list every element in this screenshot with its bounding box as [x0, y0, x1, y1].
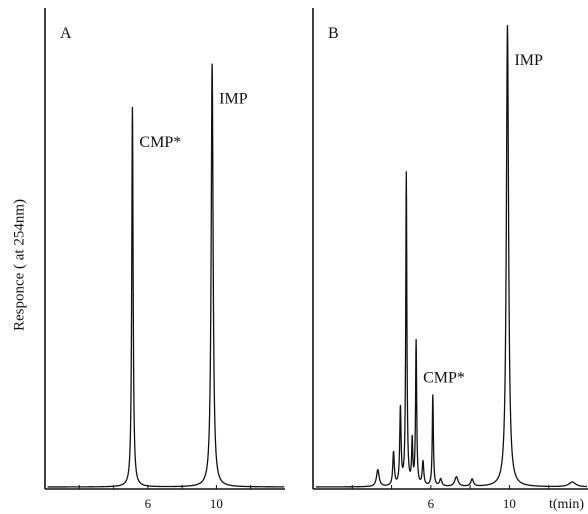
- chromatogram-trace: [47, 63, 285, 488]
- panel-label: A: [60, 25, 72, 42]
- peak-annotation: IMP: [219, 91, 248, 108]
- panel-a: A 6 10 CMP* IMP: [44, 8, 285, 511]
- panel-b: B 6 10 CMP* IMP t(min): [312, 8, 588, 512]
- x-tick-label: 10: [210, 496, 223, 511]
- x-axis-label: t(min): [549, 497, 584, 512]
- peak-annotation: CMP*: [423, 370, 465, 387]
- x-tick-label: 10: [503, 496, 516, 511]
- x-tick-label: 6: [145, 496, 152, 511]
- peak-annotation: IMP: [514, 52, 543, 69]
- peak-annotation: CMP*: [139, 134, 181, 151]
- x-tick-label: 6: [428, 496, 435, 511]
- chromatogram-trace: [315, 25, 588, 488]
- panel-label: B: [328, 25, 339, 42]
- y-axis-label: Responce ( at 254nm): [11, 198, 28, 332]
